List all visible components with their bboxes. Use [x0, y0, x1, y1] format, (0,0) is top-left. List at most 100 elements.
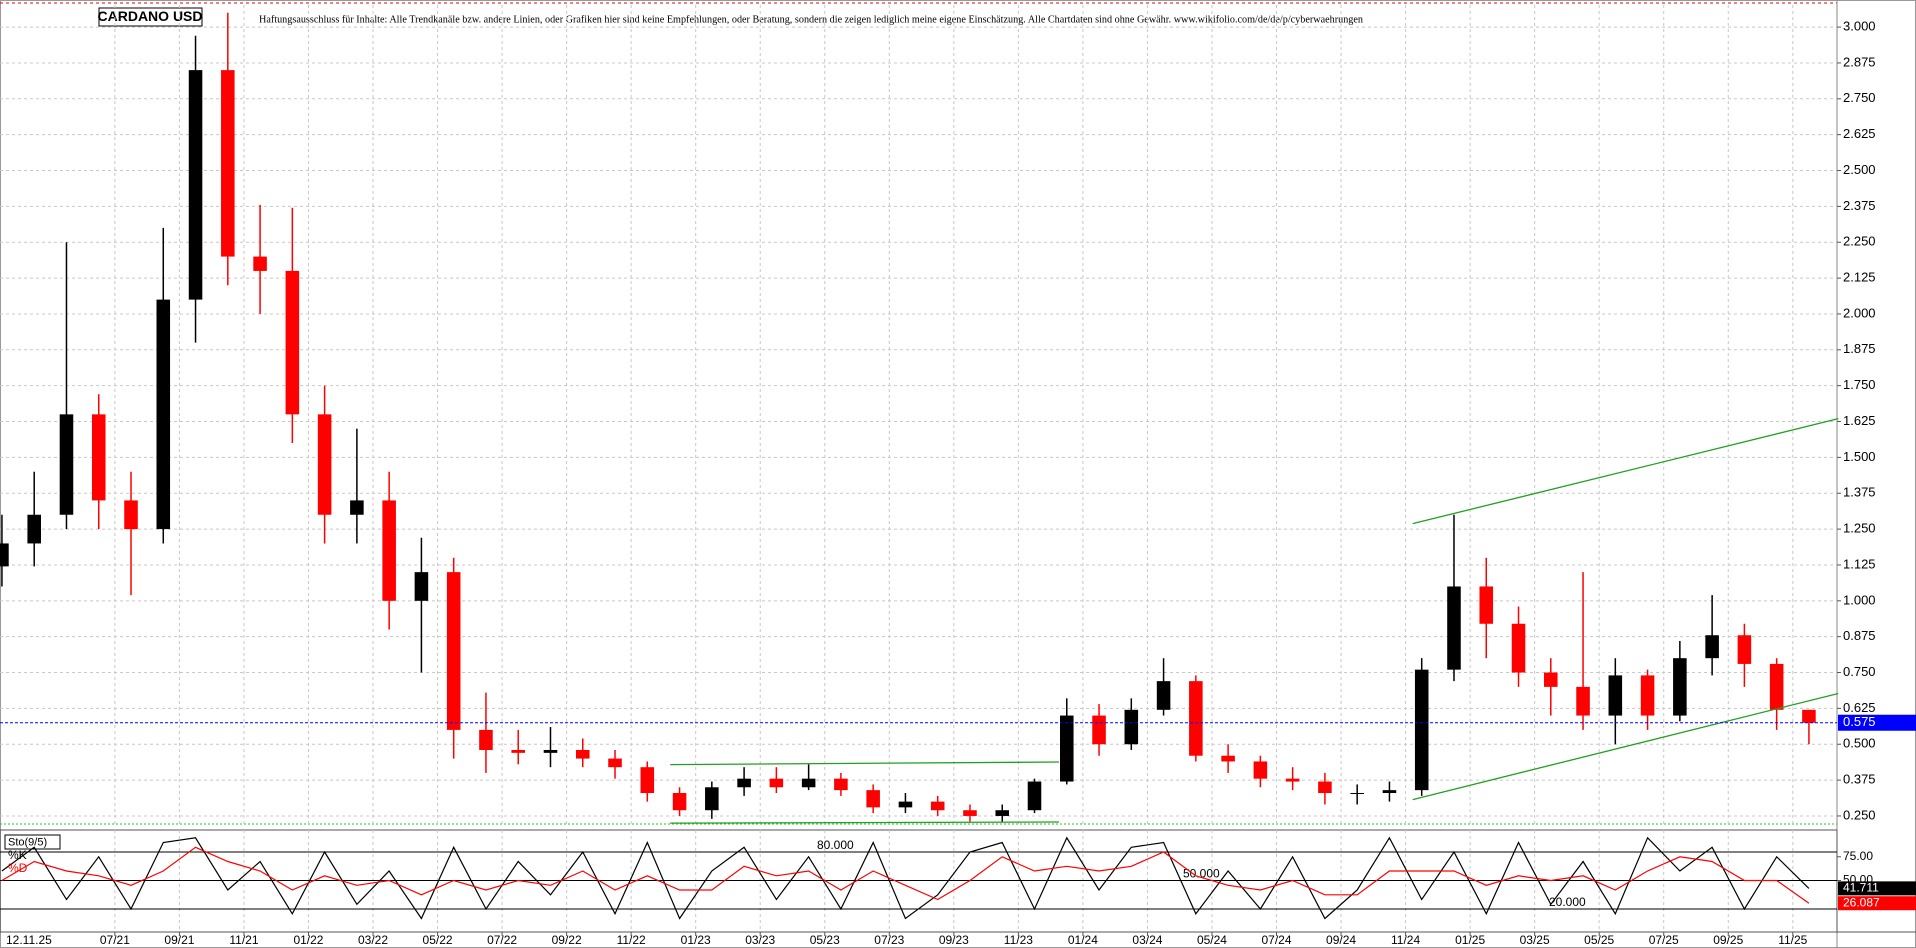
y-tick-label: 2.750: [1843, 90, 1876, 105]
candle-body: [221, 70, 235, 257]
candle-body: [1414, 669, 1429, 791]
chart-title: CARDANO USD: [98, 8, 203, 24]
candle-body: [1318, 781, 1332, 794]
sto-line: [1, 836, 1810, 920]
y-tick-label: 1.375: [1843, 485, 1876, 500]
candle-body: [479, 729, 493, 750]
last-value-label: 41.711: [1843, 881, 1879, 895]
candle-body: [866, 790, 880, 808]
candle-body: [737, 778, 751, 788]
x-tick-label: 05/24: [1197, 933, 1227, 947]
candle-body: [27, 514, 41, 544]
x-tick-label: 07/24: [1261, 933, 1291, 947]
candle-body: [382, 500, 396, 601]
y-tick-label: 0.375: [1843, 772, 1876, 787]
candle-body: [511, 749, 525, 753]
x-tick-label: 11/21: [229, 933, 258, 947]
x-tick-label: 01/23: [681, 933, 711, 947]
trendline: [1412, 418, 1839, 525]
candle-body: [801, 778, 816, 788]
candle-body: [995, 810, 1010, 816]
x-tick-label: 07/22: [487, 933, 517, 947]
x-tick-label: 09/22: [552, 933, 582, 947]
candle-body: [1221, 755, 1235, 762]
date-label: 12.11.25: [6, 933, 52, 947]
candle-body: [608, 758, 622, 768]
x-tick-label: 05/25: [1584, 933, 1614, 947]
y-tick-label: 1.875: [1843, 341, 1876, 356]
y-tick-label: 2.375: [1843, 198, 1876, 213]
candle-body: [1479, 586, 1494, 624]
x-tick-label: 09/25: [1713, 933, 1743, 947]
candle-body: [1511, 623, 1526, 673]
y-tick-label: 1.750: [1843, 377, 1876, 392]
x-tick-label: 05/23: [810, 933, 840, 947]
candle-body: [1705, 635, 1719, 659]
candle-body: [1802, 709, 1816, 723]
candle-body: [1544, 672, 1558, 687]
candle-body: [1737, 635, 1752, 664]
x-tick-label: 11/24: [1391, 933, 1420, 947]
y-tick-label: 1.500: [1843, 449, 1876, 464]
candle-body: [1156, 681, 1171, 710]
candle-body: [253, 256, 267, 271]
x-tick-label: 01/22: [293, 933, 323, 947]
candle-body: [575, 749, 590, 759]
candle-body: [124, 500, 138, 530]
candle-body: [285, 270, 300, 415]
x-tick-label: 03/22: [358, 933, 388, 947]
candle-body: [963, 810, 977, 816]
candle-body: [672, 793, 687, 811]
x-tick-label: 07/25: [1649, 933, 1679, 947]
candle-body: [1576, 686, 1590, 716]
trendline: [670, 821, 1060, 824]
candle-body: [59, 414, 74, 515]
legend-label: %K: [8, 848, 27, 862]
level-label: 50.000: [1183, 867, 1220, 881]
y-tick-label: 3.000: [1843, 19, 1876, 34]
last-price-label: 0.575: [1843, 714, 1876, 729]
y-tick-label: 1.250: [1843, 521, 1876, 536]
x-tick-label: 11/23: [1004, 933, 1033, 947]
y-tick-label: 2.875: [1843, 54, 1876, 69]
candle-body: [1350, 793, 1364, 795]
trendline: [670, 761, 1060, 766]
y-tick-label: 1.625: [1843, 413, 1876, 428]
candle-body: [1640, 675, 1655, 716]
candle-body: [640, 767, 655, 794]
y-tick-label: 0.250: [1843, 807, 1876, 822]
candle-body: [769, 778, 784, 788]
x-tick-label: 03/23: [745, 933, 775, 947]
candle-body: [1059, 715, 1074, 782]
x-tick-label: 01/25: [1455, 933, 1485, 947]
level-label: 80.000: [817, 838, 854, 852]
candle-body: [156, 299, 171, 530]
candle-body: [188, 70, 203, 300]
disclaimer: Haftungsausschluss für Inhalte: Alle Tre…: [259, 14, 1363, 26]
x-tick-label: 09/23: [939, 933, 969, 947]
y-tick-label: 2.250: [1843, 234, 1876, 249]
x-tick-label: 07/23: [874, 933, 904, 947]
candle-body: [898, 801, 913, 808]
y-tick-label: 2.500: [1843, 162, 1876, 177]
y-tick-label: 1.000: [1843, 592, 1876, 607]
last-value-box: [1838, 881, 1916, 896]
title-box: [98, 7, 203, 27]
candle-body: [1253, 761, 1268, 779]
candle-body: [705, 787, 719, 811]
candle-body: [1769, 663, 1784, 710]
x-tick-label: 07/21: [100, 933, 130, 947]
y-tick-label: 2.000: [1843, 305, 1876, 320]
candle-body: [0, 543, 9, 567]
sto-line: [1, 846, 1810, 904]
last-price-box: [1838, 714, 1916, 731]
candle-body: [1447, 586, 1461, 670]
y-tick-label: 1.125: [1843, 556, 1876, 571]
candle-body: [1608, 675, 1623, 716]
level-label: 20.000: [1549, 895, 1586, 909]
y-tick-label: 0.500: [1843, 736, 1876, 751]
candle-body: [91, 414, 106, 501]
candle-body: [930, 801, 945, 811]
x-tick-label: 03/24: [1132, 933, 1162, 947]
x-tick-label: 01/24: [1068, 933, 1098, 947]
